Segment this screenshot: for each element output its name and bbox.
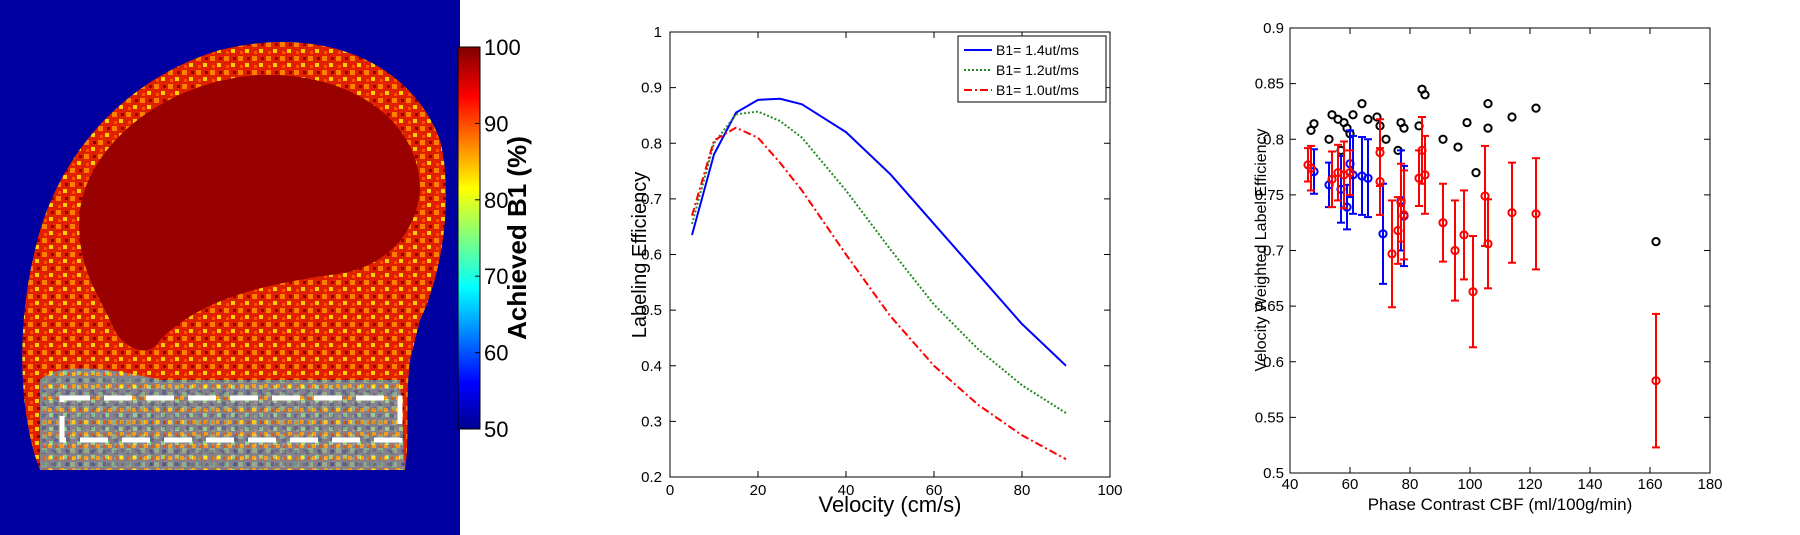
x-tick-label: 100	[1097, 482, 1122, 499]
black-point	[1471, 168, 1481, 178]
colorbar-tick-label: 80	[484, 188, 508, 213]
colorbar-tick-label: 100	[484, 35, 521, 60]
y-tick-label: 0.75	[1255, 187, 1284, 204]
black-point	[1483, 99, 1493, 109]
legend-entry: B1= 1.0ut/ms	[996, 82, 1079, 98]
red-point	[1420, 170, 1430, 180]
brain-region	[79, 74, 420, 351]
colorbar-label: Achieved B1 (%)	[502, 136, 532, 340]
x-tick-label: 20	[750, 482, 767, 499]
y-tick-label: 0.8	[1263, 131, 1284, 148]
black-point	[1357, 99, 1367, 109]
y-axis-label: Labeling Efficiency	[629, 172, 651, 338]
x-tick-label: 180	[1697, 476, 1722, 493]
black-point	[1372, 112, 1382, 122]
y-axis-label: Velocity Weighted Label Efficiency	[1253, 128, 1270, 371]
x-tick-label: 0	[666, 482, 674, 499]
black-point	[1531, 103, 1541, 113]
y-tick-label: 0.5	[641, 302, 662, 319]
red-point	[1507, 208, 1517, 218]
colorbar-tick-label: 60	[484, 341, 508, 366]
x-tick-label: 40	[838, 482, 855, 499]
x-tick-label: 80	[1402, 476, 1419, 493]
x-tick-label: 120	[1517, 476, 1542, 493]
y-tick-label: 0.9	[1263, 20, 1284, 37]
y-tick-label: 0.4	[641, 358, 662, 375]
black-point	[1348, 110, 1358, 120]
black-point	[1399, 123, 1409, 133]
x-tick-label: 160	[1637, 476, 1662, 493]
red-point	[1345, 168, 1355, 178]
y-tick-label: 0.2	[641, 469, 662, 486]
b1-map-panel: 100 90 80 70 60 50 Achieved B1 (%)	[0, 0, 540, 535]
y-tick-label: 0.7	[1263, 243, 1284, 260]
labeling-efficiency-panel: 0 20 40 60 80 100 0.2 0.3 0.4 0.5 0.6 0.7 0.8 0.9 1 B1…	[600, 0, 1210, 535]
y-tick-label: 0.3	[641, 413, 662, 430]
black-point	[1651, 237, 1661, 247]
x-tick-label: 100	[1457, 476, 1482, 493]
black-point	[1453, 142, 1463, 152]
red-point	[1375, 176, 1385, 187]
red-point	[1468, 287, 1478, 297]
legend-entry: B1= 1.4ut/ms	[996, 42, 1079, 58]
blue-point	[1363, 173, 1373, 183]
neck-region	[40, 368, 405, 470]
black-point	[1381, 134, 1391, 144]
x-tick-label: 140	[1577, 476, 1602, 493]
y-tick-label: 0.85	[1255, 76, 1284, 93]
colorbar-tick-label: 70	[484, 264, 508, 289]
b1-map-figure: 100 90 80 70 60 50 Achieved B1 (%)	[0, 0, 532, 535]
red-point	[1327, 174, 1337, 184]
black-point	[1420, 90, 1430, 100]
red-point	[1306, 163, 1316, 173]
y-tick-label: 0.55	[1255, 409, 1284, 426]
blue-point	[1378, 229, 1388, 239]
red-point	[1483, 239, 1493, 249]
y-tick-label: 0.65	[1255, 298, 1284, 315]
black-point	[1309, 119, 1319, 129]
legend-entry: B1= 1.2ut/ms	[996, 62, 1079, 78]
y-tick-label: 0.8	[641, 135, 662, 152]
black-point	[1483, 123, 1493, 133]
red-point	[1531, 209, 1541, 219]
series-line-2	[691, 126, 1067, 461]
x-axis-label: Velocity (cm/s)	[818, 492, 961, 517]
y-tick-label: 1	[654, 24, 662, 41]
red-point	[1438, 218, 1448, 228]
label-efficiency-vs-cbf-chart: 40 60 80 100 120 140 160 180 0.5 0.55 0.6 0.65 0.7 0.…	[1253, 20, 1723, 514]
y-tick-label: 0.9	[641, 80, 662, 97]
x-tick-label: 40	[1282, 476, 1299, 493]
x-tick-label: 80	[1014, 482, 1031, 499]
black-point	[1324, 134, 1334, 144]
red-point	[1459, 230, 1469, 240]
neck-roi-box	[59, 395, 403, 443]
y-tick-label: 0.6	[1263, 354, 1284, 371]
plot-area	[1289, 27, 1711, 474]
black-point	[1438, 134, 1448, 144]
red-point	[1387, 249, 1397, 259]
colorbar-tick-label: 50	[484, 417, 508, 442]
series-line-1	[691, 110, 1067, 414]
black-point	[1363, 114, 1373, 124]
label-efficiency-vs-cbf-panel: 40 60 80 100 120 140 160 180 0.5 0.55 0.6 0.65 0.7 0.…	[1210, 0, 1800, 535]
colorbar-tick-label: 90	[484, 111, 508, 136]
red-point	[1651, 376, 1661, 386]
x-tick-label: 60	[1342, 476, 1359, 493]
red-point	[1450, 245, 1460, 256]
x-tick-label: 60	[926, 482, 943, 499]
y-tick-label: 0.7	[641, 191, 662, 208]
y-tick-label: 0.6	[641, 247, 662, 264]
red-point	[1399, 210, 1409, 220]
black-point	[1507, 112, 1517, 122]
black-point	[1327, 110, 1337, 120]
colorbar	[457, 46, 481, 430]
black-point	[1462, 117, 1472, 128]
labeling-efficiency-chart: 0 20 40 60 80 100 0.2 0.3 0.4 0.5 0.6 0.7 0.8 0.9 1 B1…	[629, 24, 1123, 517]
y-tick-label: 0.5	[1263, 465, 1284, 482]
x-axis-label: Phase Contrast CBF (ml/100g/min)	[1368, 495, 1633, 514]
